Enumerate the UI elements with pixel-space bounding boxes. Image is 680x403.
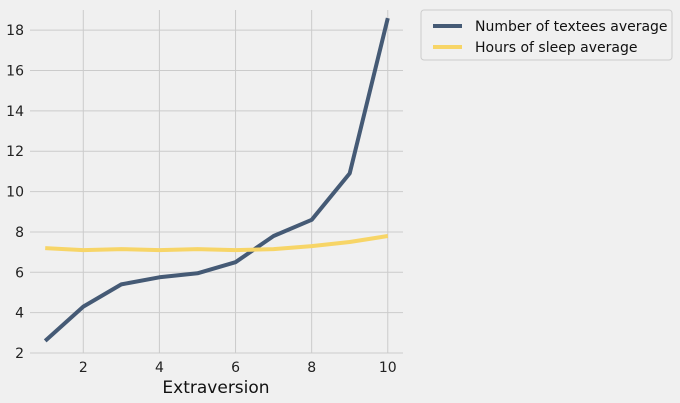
y-tick-label: 4: [15, 306, 24, 322]
x-tick-label: 10: [379, 360, 397, 376]
plot-area: [30, 10, 403, 353]
y-tick-label: 12: [6, 144, 24, 160]
x-tick-label: 2: [79, 360, 88, 376]
y-tick-labels: 2 4 6 8 10 12 14 16 18: [6, 23, 24, 362]
grid: [30, 10, 403, 354]
x-tick-label: 6: [231, 360, 240, 376]
x-tick-label: 4: [155, 360, 164, 376]
legend-label: Hours of sleep average: [475, 40, 637, 56]
x-tick-label: 8: [307, 360, 316, 376]
series-line: [43, 17, 390, 343]
x-axis-label: Extraversion: [162, 378, 269, 398]
y-tick-label: 6: [15, 265, 24, 281]
series-line: [45, 234, 389, 253]
y-tick-label: 10: [6, 185, 24, 201]
legend-label: Number of textees average: [475, 19, 668, 35]
y-tick-label: 2: [15, 346, 24, 362]
series-lines: [43, 17, 390, 343]
legend-box: [420, 9, 673, 61]
y-tick-label: 8: [15, 225, 24, 241]
y-tick-label: 14: [6, 104, 24, 120]
y-tick-label: 16: [6, 64, 24, 80]
x-tick-labels: 2 4 6 8 10: [79, 360, 397, 376]
y-tick-label: 18: [6, 23, 24, 39]
legend: Number of textees average Hours of sleep …: [420, 9, 673, 61]
